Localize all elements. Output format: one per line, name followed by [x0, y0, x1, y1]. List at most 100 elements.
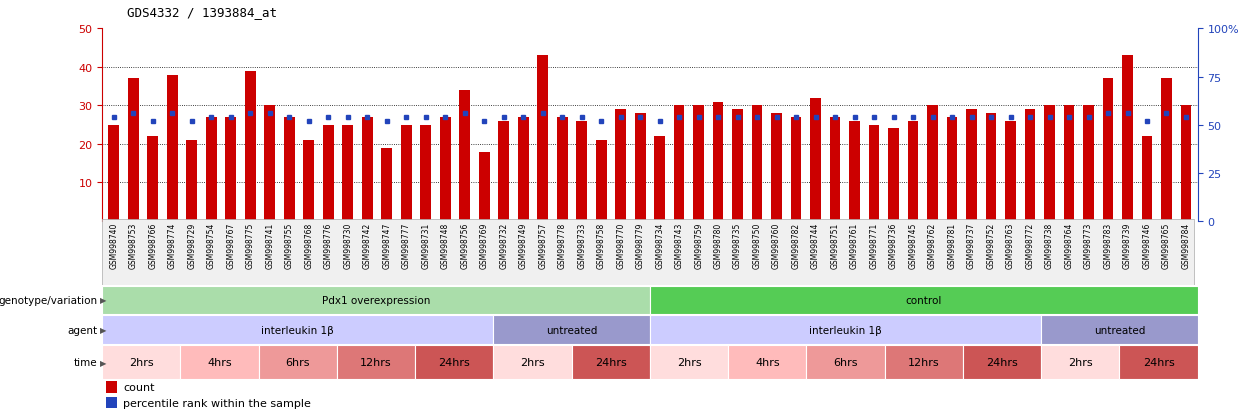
Bar	[885, 346, 962, 379]
Bar	[106, 396, 117, 408]
Text: GSM998763: GSM998763	[1006, 222, 1015, 268]
Bar	[1083, 106, 1094, 221]
Text: interleukin 1β: interleukin 1β	[809, 325, 881, 335]
Text: GSM998784: GSM998784	[1182, 222, 1190, 268]
Text: GSM998729: GSM998729	[187, 222, 197, 268]
Text: GSM998748: GSM998748	[441, 222, 449, 268]
Text: GSM998745: GSM998745	[909, 222, 918, 268]
Text: ▶: ▶	[100, 296, 106, 305]
Text: 12hrs: 12hrs	[908, 357, 940, 368]
Text: Pdx1 overexpression: Pdx1 overexpression	[321, 295, 431, 305]
Bar	[810, 98, 820, 221]
Bar	[674, 106, 685, 221]
Bar	[771, 114, 782, 221]
Text: GSM998762: GSM998762	[928, 222, 937, 268]
Text: GSM998779: GSM998779	[636, 222, 645, 268]
Text: 6hrs: 6hrs	[833, 357, 858, 368]
Text: GSM998778: GSM998778	[558, 222, 566, 268]
Bar	[1025, 110, 1036, 221]
Text: 24hrs: 24hrs	[438, 357, 471, 368]
Text: GSM998773: GSM998773	[1084, 222, 1093, 268]
Bar	[1045, 106, 1055, 221]
Bar	[538, 56, 548, 221]
Text: GSM998770: GSM998770	[616, 222, 625, 268]
Bar	[259, 346, 337, 379]
Bar	[615, 110, 626, 221]
Text: GSM998783: GSM998783	[1103, 222, 1113, 268]
Text: GSM998740: GSM998740	[110, 222, 118, 268]
Bar	[1063, 106, 1074, 221]
Bar	[264, 106, 275, 221]
Text: GSM998759: GSM998759	[695, 222, 703, 268]
Text: ▶: ▶	[100, 325, 106, 335]
Bar	[1162, 79, 1172, 221]
Bar	[1103, 79, 1113, 221]
Bar	[650, 286, 1198, 315]
Text: GSM998738: GSM998738	[1045, 222, 1055, 268]
Bar	[829, 118, 840, 221]
Text: GSM998739: GSM998739	[1123, 222, 1132, 268]
Bar	[439, 118, 451, 221]
Text: GSM998743: GSM998743	[675, 222, 684, 268]
Bar	[655, 137, 665, 221]
Text: GSM998735: GSM998735	[733, 222, 742, 268]
Bar	[928, 106, 937, 221]
Bar	[596, 141, 606, 221]
Bar	[459, 91, 471, 221]
Text: GDS4332 / 1393884_at: GDS4332 / 1393884_at	[127, 6, 276, 19]
Bar	[557, 118, 568, 221]
Bar	[650, 316, 1041, 344]
Text: GSM998777: GSM998777	[402, 222, 411, 268]
Text: GSM998754: GSM998754	[207, 222, 215, 268]
Bar	[908, 121, 919, 221]
Text: GSM998746: GSM998746	[1143, 222, 1152, 268]
Text: untreated: untreated	[547, 325, 598, 335]
Text: GSM998751: GSM998751	[830, 222, 839, 268]
Bar	[421, 125, 431, 221]
Text: GSM998782: GSM998782	[792, 222, 801, 268]
Bar	[752, 106, 762, 221]
Bar	[401, 125, 412, 221]
Bar	[693, 106, 703, 221]
Text: 24hrs: 24hrs	[595, 357, 626, 368]
Bar	[245, 71, 255, 221]
Text: GSM998736: GSM998736	[889, 222, 898, 268]
Text: 2hrs: 2hrs	[677, 357, 701, 368]
Text: 4hrs: 4hrs	[207, 357, 232, 368]
Bar	[869, 125, 879, 221]
Bar	[181, 346, 259, 379]
Bar	[415, 346, 493, 379]
Text: time: time	[73, 357, 97, 368]
Text: interleukin 1β: interleukin 1β	[261, 325, 334, 335]
Text: 12hrs: 12hrs	[360, 357, 392, 368]
Text: percentile rank within the sample: percentile rank within the sample	[123, 398, 311, 408]
Text: ▶: ▶	[100, 358, 106, 367]
Text: genotype/variation: genotype/variation	[0, 295, 97, 305]
Bar	[205, 118, 217, 221]
Bar	[102, 316, 493, 344]
Text: GSM998764: GSM998764	[1064, 222, 1073, 268]
Text: GSM998742: GSM998742	[362, 222, 372, 268]
Text: 2hrs: 2hrs	[1068, 357, 1093, 368]
Bar	[962, 346, 1041, 379]
Text: GSM998750: GSM998750	[753, 222, 762, 268]
Bar	[576, 121, 588, 221]
Bar	[479, 152, 489, 221]
Text: GSM998775: GSM998775	[245, 222, 255, 268]
Text: GSM998744: GSM998744	[810, 222, 820, 268]
Text: 24hrs: 24hrs	[986, 357, 1018, 368]
Bar	[493, 316, 650, 344]
Bar	[966, 110, 977, 221]
Bar	[518, 118, 529, 221]
Text: 2hrs: 2hrs	[129, 357, 153, 368]
Bar	[342, 125, 354, 221]
Text: 6hrs: 6hrs	[285, 357, 310, 368]
Text: 2hrs: 2hrs	[520, 357, 545, 368]
Bar	[102, 346, 181, 379]
Text: GSM998765: GSM998765	[1162, 222, 1172, 268]
Text: GSM998769: GSM998769	[479, 222, 489, 268]
Bar	[986, 114, 996, 221]
Bar	[225, 118, 237, 221]
Bar	[1180, 106, 1191, 221]
Text: GSM998760: GSM998760	[772, 222, 781, 268]
